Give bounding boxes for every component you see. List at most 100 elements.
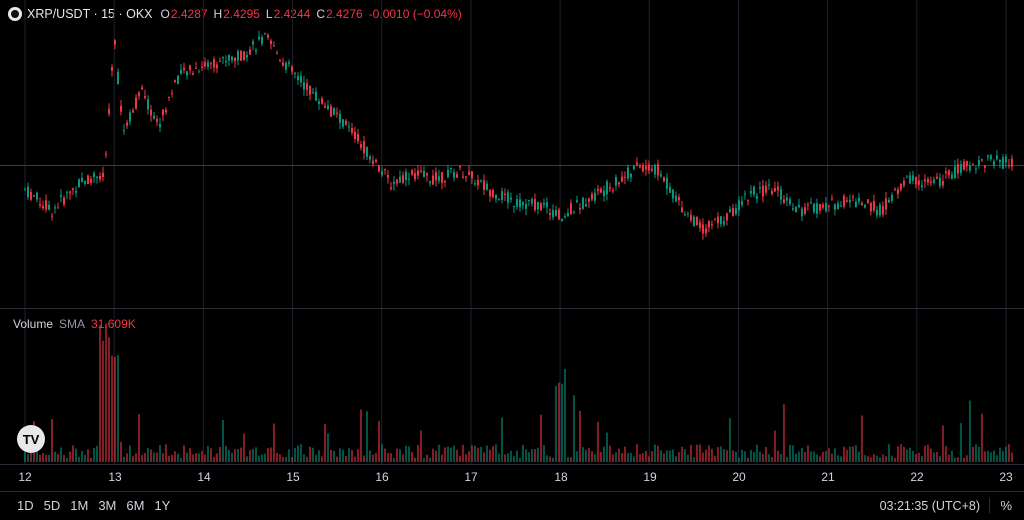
- candle-body: [839, 205, 842, 207]
- candle-body: [584, 204, 587, 207]
- volume-bar: [365, 411, 368, 462]
- candle-body: [512, 205, 515, 207]
- volume-bar: [434, 450, 437, 462]
- candle-body: [293, 73, 296, 75]
- volume-bar: [161, 453, 164, 462]
- candle-body: [275, 53, 278, 55]
- clock-timezone[interactable]: 03:21:35 (UTC+8): [879, 499, 980, 513]
- candle-body: [281, 62, 284, 66]
- volume-bar: [194, 453, 197, 462]
- range-5d-button[interactable]: 5D: [43, 498, 61, 513]
- volume-bar: [899, 444, 902, 462]
- volume-bar: [938, 456, 941, 462]
- candle-body: [344, 120, 347, 125]
- candle-body: [143, 96, 146, 98]
- candle-body: [740, 201, 743, 206]
- volume-bar: [809, 451, 812, 462]
- candle-body: [212, 59, 215, 68]
- volume-bar: [287, 449, 290, 462]
- candle-body: [173, 80, 176, 83]
- time-axis[interactable]: 12 13 14 15 16 17 18 19 20 21 22 23: [0, 464, 1024, 487]
- candle-body: [842, 195, 845, 207]
- candle-body: [332, 108, 335, 115]
- volume-bar: [455, 449, 458, 462]
- range-6m-button[interactable]: 6M: [126, 498, 145, 513]
- volume-bar: [785, 456, 788, 462]
- volume-bar: [158, 445, 161, 462]
- candle-body: [260, 36, 263, 44]
- volume-bar: [242, 433, 245, 462]
- candle-body: [905, 176, 908, 178]
- volume-bar: [266, 448, 269, 462]
- volume-bar: [29, 448, 32, 462]
- percent-toggle-button[interactable]: %: [989, 498, 1012, 513]
- volume-bar: [236, 449, 239, 462]
- volume-bar: [737, 457, 740, 462]
- candle-body: [626, 167, 629, 179]
- candle-body: [869, 203, 872, 212]
- volume-bar: [734, 451, 737, 462]
- candle-body: [653, 164, 656, 175]
- volume-bar: [497, 453, 500, 462]
- candle-body: [416, 170, 419, 176]
- volume-bar: [671, 449, 674, 462]
- range-1y-button[interactable]: 1Y: [154, 498, 171, 513]
- range-3m-button[interactable]: 3M: [98, 498, 117, 513]
- volume-bar: [479, 446, 482, 462]
- volume-bar: [257, 455, 260, 462]
- candle-body: [761, 185, 764, 197]
- candle-body: [107, 108, 110, 114]
- volume-bar: [740, 449, 743, 462]
- candle-body: [398, 176, 401, 183]
- candle-body: [815, 203, 818, 214]
- low-label: L: [265, 7, 273, 21]
- candle-body: [554, 209, 557, 216]
- candle-body: [680, 207, 683, 213]
- tradingview-logo-icon[interactable]: TV: [17, 425, 45, 453]
- volume-bar: [881, 454, 884, 462]
- candle-body: [254, 49, 257, 52]
- volume-bar: [896, 446, 899, 462]
- candle-body: [560, 218, 563, 222]
- candle-body: [992, 161, 995, 166]
- candle-body: [779, 189, 782, 200]
- symbol-title[interactable]: XRP/USDT · 15 · OKX: [27, 7, 153, 21]
- candle-body: [713, 219, 716, 221]
- range-1m-button[interactable]: 1M: [70, 498, 89, 513]
- range-1d-button[interactable]: 1D: [17, 498, 34, 513]
- candle-body: [92, 173, 95, 177]
- volume-bar: [65, 457, 68, 462]
- candle-body: [917, 180, 920, 185]
- volume-bar: [380, 444, 383, 462]
- x-tick: 19: [643, 470, 657, 484]
- candle-body: [812, 203, 815, 212]
- candle-body: [608, 187, 611, 189]
- volume-bar: [203, 454, 206, 462]
- volume-bar: [398, 449, 401, 462]
- volume-bar: [764, 447, 767, 462]
- volume-legend: Volume SMA 31.609K: [13, 317, 136, 331]
- volume-bar: [773, 430, 776, 462]
- candle-body: [239, 50, 242, 61]
- symbol-legend: XRP/USDT · 15 · OKX O 2.4287 H 2.4295 L 2.4…: [8, 5, 468, 23]
- candle-body: [671, 189, 674, 199]
- volume-bar: [314, 455, 317, 462]
- candle-body: [833, 204, 836, 210]
- candle-body: [209, 63, 212, 65]
- candle-body: [521, 202, 524, 206]
- volume-bar: [155, 452, 158, 462]
- candle-body: [104, 153, 107, 155]
- candle-body: [620, 176, 623, 182]
- volume-bar: [323, 424, 326, 462]
- candle-body: [320, 98, 323, 104]
- volume-bar: [488, 449, 491, 462]
- price-chart[interactable]: [0, 0, 1024, 464]
- candle-body: [686, 213, 689, 215]
- candle-body: [377, 165, 380, 172]
- volume-bar: [425, 454, 428, 462]
- candle-body: [443, 181, 446, 183]
- volume-bar: [647, 456, 650, 462]
- candle-body: [185, 71, 188, 76]
- candle-body: [800, 208, 803, 217]
- pane-separator[interactable]: [0, 308, 1024, 309]
